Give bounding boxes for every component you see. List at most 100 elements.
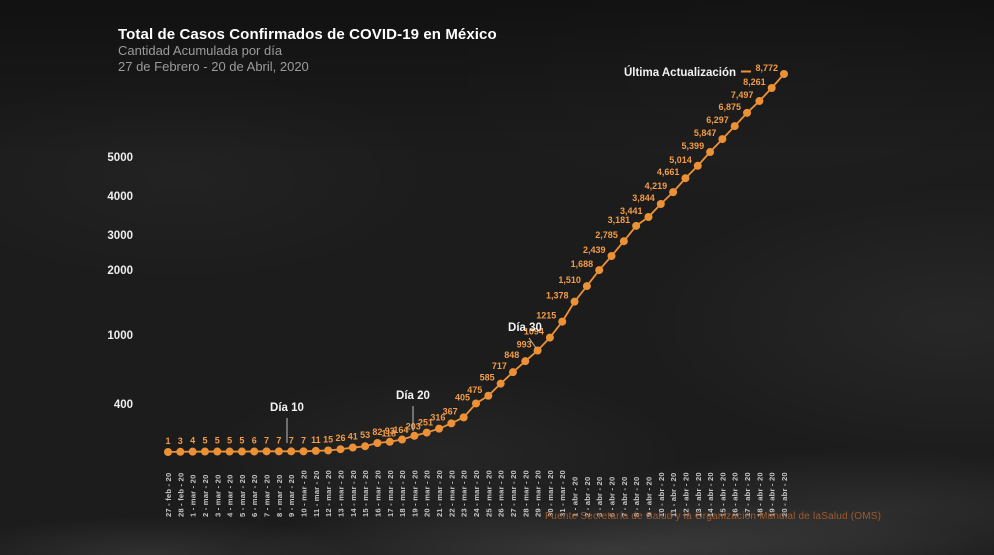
data-point bbox=[508, 368, 517, 377]
x-axis-date-label: 28 - feb - 20 bbox=[176, 473, 185, 517]
data-point bbox=[767, 84, 776, 92]
x-axis-date-label: 8 - mar - 20 bbox=[275, 475, 284, 518]
data-point bbox=[225, 447, 234, 456]
x-axis-date-label: 19 - mar - 20 bbox=[410, 470, 419, 517]
y-axis-tick-label: 2000 bbox=[107, 265, 133, 277]
data-point bbox=[656, 199, 665, 208]
source-credit: Fuente Secretaría de Salud y la Organiza… bbox=[545, 511, 882, 522]
data-point bbox=[287, 447, 296, 456]
data-point bbox=[188, 447, 197, 456]
y-axis-tick-label: 400 bbox=[114, 399, 133, 411]
annotation-label: Día 10 bbox=[270, 402, 304, 414]
y-axis-tick-label: 1000 bbox=[107, 330, 133, 342]
x-axis-date-label: 13 - abr - 20 bbox=[694, 472, 703, 517]
data-point bbox=[422, 428, 431, 437]
data-point bbox=[164, 448, 172, 456]
data-point-value-label: 8,261 bbox=[743, 77, 766, 87]
data-point bbox=[200, 447, 209, 456]
x-axis-date-label: 16 - abr - 20 bbox=[731, 472, 740, 517]
x-axis-date-label: 10 - mar - 20 bbox=[300, 470, 309, 517]
data-point-value-label: 251 bbox=[418, 418, 433, 428]
annotation-label: Día 30 bbox=[508, 322, 542, 334]
data-point-value-label: 717 bbox=[492, 361, 507, 371]
data-point bbox=[176, 447, 185, 456]
x-axis-date-label: 3 - abr - 20 bbox=[595, 477, 604, 517]
x-axis-date-label: 24 - mar - 20 bbox=[472, 470, 481, 517]
data-point-value-label: 3,441 bbox=[620, 206, 643, 216]
annotation-label: Última Actualización bbox=[624, 66, 736, 79]
data-point bbox=[250, 447, 259, 456]
chart-date-range: 27 de Febrero - 20 de Abril, 2020 bbox=[118, 59, 309, 74]
x-axis-date-label: 4 - mar - 20 bbox=[226, 475, 235, 518]
data-point bbox=[521, 357, 530, 366]
data-point bbox=[644, 213, 653, 222]
x-axis-date-label: 3 - mar - 20 bbox=[213, 475, 222, 518]
annotation-pointer-line bbox=[528, 337, 537, 349]
x-axis-date-label: 19 - abr - 20 bbox=[768, 472, 777, 517]
chart-title: Total de Casos Confirmados de COVID-19 e… bbox=[118, 26, 497, 43]
data-point-value-label: 41 bbox=[348, 432, 358, 442]
x-axis-date-label: 8 - abr - 20 bbox=[632, 477, 641, 517]
x-axis-date-label: 14 - abr - 20 bbox=[706, 472, 715, 517]
x-axis-date-label: 20 - mar - 20 bbox=[423, 470, 432, 517]
data-point bbox=[496, 379, 505, 388]
x-axis-date-label: 2 - abr - 20 bbox=[583, 477, 592, 517]
data-point-value-label: 1 bbox=[165, 436, 170, 446]
x-axis-date-label: 14 - mar - 20 bbox=[349, 470, 358, 517]
title-block: Total de Casos Confirmados de COVID-19 e… bbox=[118, 26, 497, 75]
data-point-value-label: 4,661 bbox=[657, 167, 680, 177]
x-axis-date-label: 6 - abr - 20 bbox=[608, 477, 617, 517]
data-point bbox=[533, 346, 542, 355]
data-point-value-label: 848 bbox=[504, 350, 519, 360]
data-point bbox=[755, 97, 764, 106]
data-point-value-label: 1,378 bbox=[546, 291, 569, 301]
x-axis-date-label: 12 - abr - 20 bbox=[681, 472, 690, 517]
data-point-value-label: 6,297 bbox=[706, 115, 729, 125]
x-axis-date-label: 6 - mar - 20 bbox=[250, 475, 259, 518]
data-point bbox=[262, 447, 271, 456]
x-axis-date-label: 16 - mar - 20 bbox=[373, 470, 382, 517]
data-point bbox=[607, 252, 616, 260]
data-point bbox=[570, 297, 579, 306]
data-point bbox=[447, 419, 456, 428]
data-point-value-label: 367 bbox=[443, 406, 458, 416]
x-axis-date-label: 7 - mar - 20 bbox=[263, 475, 272, 518]
x-axis-date-label: 23 - mar - 20 bbox=[460, 470, 469, 517]
data-point bbox=[632, 221, 641, 230]
x-axis-date-label: 2 - mar - 20 bbox=[201, 475, 210, 518]
data-point bbox=[595, 266, 604, 275]
data-point bbox=[619, 237, 628, 246]
data-point bbox=[274, 447, 283, 456]
data-point bbox=[693, 161, 702, 170]
x-axis-date-label: 17 - abr - 20 bbox=[743, 472, 752, 517]
data-point-value-label: 164 bbox=[393, 425, 408, 435]
x-axis-date-label: 18 - mar - 20 bbox=[398, 470, 407, 517]
x-axis-date-label: 11 - abr - 20 bbox=[669, 473, 678, 517]
x-axis-date-label: 12 - mar - 20 bbox=[324, 470, 333, 517]
data-point-value-label: 53 bbox=[360, 430, 370, 440]
x-axis-date-label: 26 - mar - 20 bbox=[497, 470, 506, 517]
trend-line bbox=[167, 73, 785, 453]
data-point bbox=[385, 437, 394, 446]
x-axis-date-label: 11 - mar - 20 bbox=[312, 470, 321, 517]
data-point bbox=[336, 445, 345, 454]
data-point-value-label: 15 bbox=[323, 434, 333, 444]
data-point-value-label: 3,181 bbox=[608, 215, 631, 225]
data-point-value-label: 7 bbox=[264, 435, 269, 445]
data-point-value-label: 7,497 bbox=[731, 90, 754, 100]
data-point-value-label: 3 bbox=[178, 436, 183, 446]
x-axis-date-label: 18 - abr - 20 bbox=[755, 472, 764, 517]
data-point-value-label: 6 bbox=[252, 435, 257, 445]
x-axis-date-label: 1 - mar - 20 bbox=[189, 475, 198, 518]
data-point bbox=[681, 174, 690, 183]
data-point bbox=[582, 282, 591, 291]
x-axis-date-label: 5 - mar - 20 bbox=[238, 475, 247, 518]
data-point-value-label: 5 bbox=[239, 436, 244, 446]
data-point bbox=[398, 435, 407, 444]
data-point bbox=[311, 446, 320, 455]
data-point-value-label: 2,785 bbox=[595, 230, 618, 240]
data-point-value-label: 5 bbox=[202, 436, 207, 446]
x-axis-date-label: 31 - mar - 20 bbox=[558, 470, 567, 517]
